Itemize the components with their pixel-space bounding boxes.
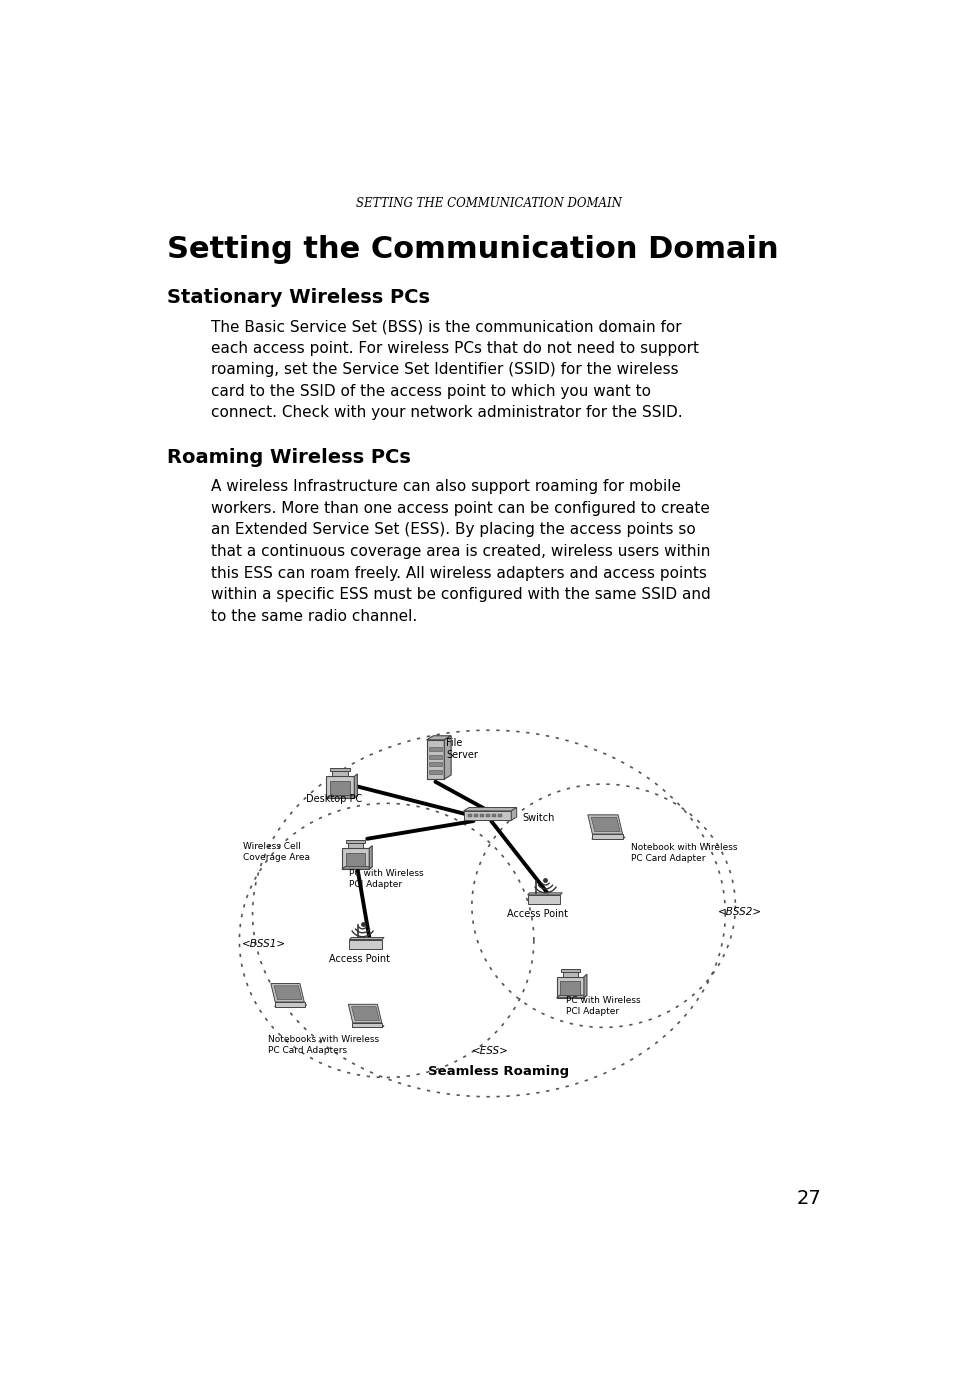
Polygon shape (349, 937, 384, 940)
Polygon shape (274, 985, 302, 999)
Polygon shape (444, 736, 451, 779)
Polygon shape (348, 1005, 381, 1023)
Text: Seamless Roaming: Seamless Roaming (428, 1065, 569, 1078)
Text: Roaming Wireless PCs: Roaming Wireless PCs (167, 448, 411, 468)
FancyBboxPatch shape (345, 852, 365, 866)
FancyBboxPatch shape (274, 1002, 305, 1006)
FancyBboxPatch shape (348, 843, 363, 848)
Polygon shape (341, 848, 369, 869)
FancyBboxPatch shape (332, 772, 348, 776)
Polygon shape (591, 818, 619, 831)
Text: SETTING THE COMMUNICATION DOMAIN: SETTING THE COMMUNICATION DOMAIN (355, 197, 621, 210)
FancyBboxPatch shape (330, 781, 350, 795)
Polygon shape (352, 1006, 379, 1020)
Polygon shape (511, 808, 517, 820)
Polygon shape (426, 736, 451, 740)
FancyBboxPatch shape (349, 940, 381, 949)
Polygon shape (326, 776, 354, 798)
Polygon shape (583, 974, 586, 998)
Text: Wireless Cell
Coverage Area: Wireless Cell Coverage Area (243, 841, 310, 862)
FancyBboxPatch shape (352, 1023, 382, 1027)
FancyBboxPatch shape (346, 840, 365, 843)
Text: PC with Wireless
PCI Adapter: PC with Wireless PCI Adapter (349, 869, 423, 888)
FancyBboxPatch shape (479, 815, 483, 818)
FancyBboxPatch shape (467, 815, 471, 818)
Text: Access Point: Access Point (507, 909, 568, 919)
Polygon shape (271, 984, 304, 1002)
FancyBboxPatch shape (562, 972, 578, 977)
Text: Notebooks with Wireless
PC Card Adapters: Notebooks with Wireless PC Card Adapters (268, 1035, 378, 1055)
FancyBboxPatch shape (560, 981, 579, 995)
FancyBboxPatch shape (560, 969, 579, 972)
FancyBboxPatch shape (428, 755, 442, 759)
Text: The Basic Service Set (BSS) is the communication domain for
each access point. F: The Basic Service Set (BSS) is the commu… (211, 319, 698, 421)
Text: Desktop PC: Desktop PC (306, 794, 362, 804)
Text: <ESS>: <ESS> (472, 1045, 508, 1055)
Polygon shape (463, 811, 511, 820)
FancyBboxPatch shape (485, 815, 490, 818)
FancyBboxPatch shape (428, 769, 442, 773)
FancyBboxPatch shape (591, 834, 622, 838)
FancyBboxPatch shape (330, 768, 350, 772)
Text: <BSS2>: <BSS2> (717, 906, 760, 917)
FancyBboxPatch shape (428, 762, 442, 766)
Polygon shape (341, 866, 372, 869)
FancyBboxPatch shape (492, 815, 496, 818)
Text: Switch: Switch (521, 813, 554, 823)
FancyBboxPatch shape (497, 815, 502, 818)
Polygon shape (352, 1026, 384, 1027)
Text: 27: 27 (796, 1190, 821, 1208)
FancyBboxPatch shape (428, 747, 442, 751)
Polygon shape (354, 775, 357, 798)
Polygon shape (557, 995, 586, 998)
Polygon shape (326, 795, 357, 798)
Text: Notebook with Wireless
PC Card Adapter: Notebook with Wireless PC Card Adapter (630, 843, 737, 863)
Polygon shape (527, 892, 561, 895)
Text: <BSS1>: <BSS1> (241, 940, 286, 949)
Text: PC with Wireless
PCI Adapter: PC with Wireless PCI Adapter (566, 995, 640, 1016)
Polygon shape (591, 837, 624, 838)
Text: Stationary Wireless PCs: Stationary Wireless PCs (167, 287, 430, 307)
Text: Setting the Communication Domain: Setting the Communication Domain (167, 235, 778, 264)
Polygon shape (274, 1005, 306, 1006)
Text: File
Server: File Server (446, 738, 477, 761)
Polygon shape (587, 815, 622, 834)
FancyBboxPatch shape (474, 815, 477, 818)
Polygon shape (426, 740, 444, 779)
Text: A wireless Infrastructure can also support roaming for mobile
workers. More than: A wireless Infrastructure can also suppo… (211, 479, 710, 623)
FancyBboxPatch shape (527, 895, 559, 905)
Polygon shape (369, 845, 372, 869)
Polygon shape (557, 977, 583, 998)
Polygon shape (463, 808, 517, 811)
Text: Access Point: Access Point (329, 954, 390, 963)
